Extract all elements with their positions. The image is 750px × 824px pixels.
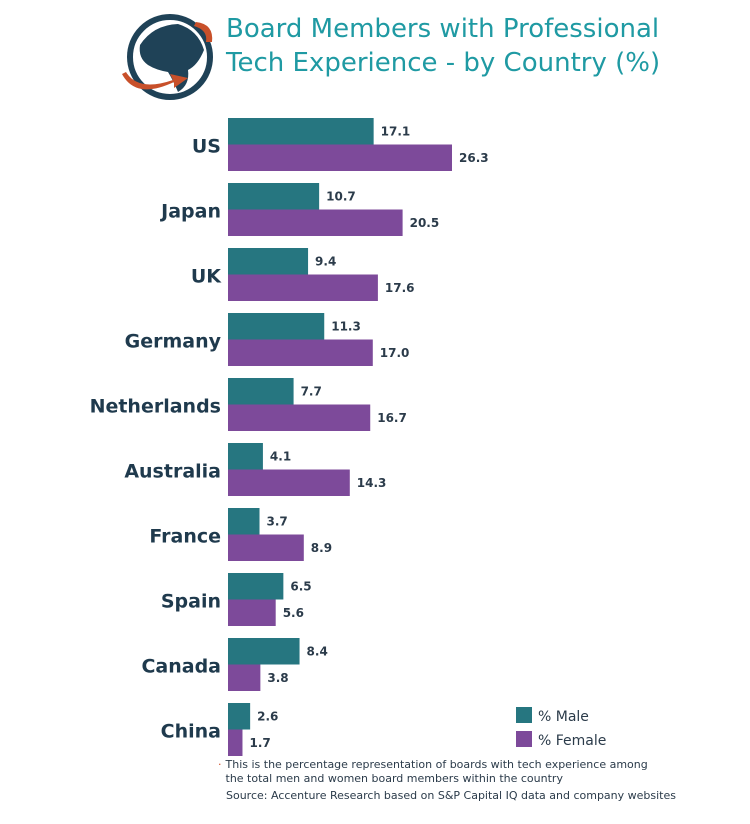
legend-label: % Male — [538, 709, 589, 725]
bar-female — [228, 534, 304, 561]
footnote-marker: · — [218, 758, 222, 771]
bar-male — [228, 378, 294, 405]
bar-female — [228, 144, 452, 171]
bar-male — [228, 248, 309, 275]
bar-male — [228, 508, 260, 535]
bar-female — [228, 729, 243, 756]
category-label: China — [161, 721, 221, 743]
bar-female — [228, 274, 378, 301]
data-label: 11.3 — [331, 319, 361, 333]
data-label: 1.7 — [249, 736, 270, 750]
chart-title: Board Members with Professional Tech Exp… — [226, 12, 660, 80]
data-label: 14.3 — [357, 476, 387, 490]
legend-swatch — [516, 707, 532, 723]
globe-logo-icon — [122, 14, 213, 100]
data-label: 3.7 — [267, 514, 288, 528]
data-label: 8.9 — [311, 541, 332, 555]
bar-male — [228, 183, 320, 210]
bar-female — [228, 339, 373, 366]
bar-female — [228, 469, 350, 496]
data-label: 3.8 — [267, 671, 288, 685]
data-label: 8.4 — [307, 644, 328, 658]
data-label: 16.7 — [377, 411, 407, 425]
title-line-2: Tech Experience - by Country (%) — [226, 48, 661, 78]
category-label: Japan — [159, 201, 221, 223]
bar-female — [228, 209, 403, 236]
footnote-text: This is the percentage representation of… — [225, 758, 648, 785]
bar-female — [228, 664, 261, 691]
category-label: Netherlands — [90, 396, 221, 418]
bar-male — [228, 703, 251, 730]
bar-male — [228, 573, 284, 600]
bar-chart: US 17.1 26.3 Japan 10.7 20.5 UK 9.4 17.6 Germany 1… — [90, 118, 606, 756]
data-label: 6.5 — [290, 579, 311, 593]
bar-male — [228, 443, 263, 470]
category-label: Germany — [125, 331, 222, 353]
data-label: 7.7 — [301, 384, 322, 398]
data-label: 5.6 — [283, 606, 304, 620]
bar-male — [228, 313, 325, 340]
data-label: 26.3 — [459, 151, 489, 165]
source-text: Source: Accenture Research based on S&P … — [226, 789, 676, 802]
data-label: 9.4 — [315, 254, 336, 268]
legend-label: % Female — [538, 733, 606, 749]
data-label: 17.0 — [380, 346, 410, 360]
title-line-1: Board Members with Professional — [226, 14, 660, 44]
bar-male — [228, 638, 300, 665]
data-label: 17.1 — [381, 124, 411, 138]
notes: · This is the percentage representation o… — [218, 758, 676, 803]
footnote: · This is the percentage representation o… — [218, 758, 648, 786]
category-label: Spain — [161, 591, 221, 613]
category-label: UK — [191, 266, 222, 288]
data-label: 2.6 — [257, 709, 278, 723]
data-label: 4.1 — [270, 449, 291, 463]
bar-female — [228, 599, 276, 626]
legend-swatch — [516, 731, 532, 747]
category-label: US — [192, 136, 221, 158]
data-label: 10.7 — [326, 189, 356, 203]
category-label: Australia — [124, 461, 221, 483]
data-label: 17.6 — [385, 281, 415, 295]
category-label: France — [149, 526, 221, 548]
category-label: Canada — [141, 656, 221, 678]
bar-female — [228, 404, 371, 431]
bar-male — [228, 118, 374, 145]
data-label: 20.5 — [410, 216, 440, 230]
